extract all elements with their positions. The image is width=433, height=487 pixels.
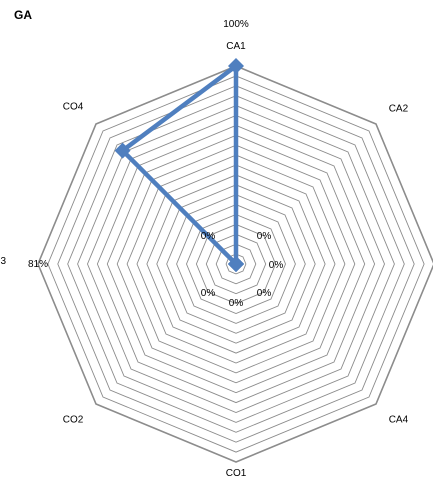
grid-ring xyxy=(116,144,356,384)
axis-label-co4: CO4 xyxy=(63,101,84,112)
axis-label-ca2: CA2 xyxy=(389,103,409,114)
grid-ring xyxy=(195,223,277,305)
grid-ring xyxy=(205,233,267,295)
axis-label-ca1: CA1 xyxy=(226,41,246,52)
data-label: 81% xyxy=(28,259,48,270)
grid-ring xyxy=(166,194,306,334)
grid-ring xyxy=(77,105,395,423)
grid-ring xyxy=(37,65,433,463)
data-label: 0% xyxy=(269,260,284,271)
data-label: 100% xyxy=(223,19,249,30)
grid-ring xyxy=(186,214,286,314)
data-label: 0% xyxy=(201,231,216,242)
grid-ring xyxy=(126,154,346,374)
axis-label-co3: CO3 xyxy=(0,256,6,267)
data-labels: 100% 0% 0% 0% 0% 0% 0% 81% xyxy=(28,19,283,309)
grid-ring xyxy=(146,174,326,354)
grid-ring xyxy=(87,115,385,413)
grid-ring xyxy=(67,95,405,433)
grid-ring xyxy=(225,253,247,275)
grid-ring xyxy=(176,204,296,324)
axis-labels: CA1CA2CO3CA4CO1CO2CO3CO4 xyxy=(0,41,409,479)
axis-label-co1: CO1 xyxy=(226,468,247,479)
grid-ring xyxy=(215,243,257,285)
radar-grid xyxy=(37,65,433,463)
grid-ring xyxy=(156,184,316,344)
data-label: 0% xyxy=(257,231,272,242)
axis-label-co2: CO2 xyxy=(63,415,84,426)
data-label: 0% xyxy=(201,288,216,299)
grid-ring xyxy=(96,124,376,404)
data-label: 0% xyxy=(257,288,272,299)
grid-ring xyxy=(136,164,336,364)
chart-title: GA xyxy=(14,8,32,22)
axis-label-ca4: CA4 xyxy=(389,415,409,426)
data-point xyxy=(228,58,244,74)
grid-ring xyxy=(106,134,366,394)
series-layer xyxy=(114,58,244,272)
data-label: 0% xyxy=(229,298,244,309)
series-line xyxy=(119,61,239,270)
data-point xyxy=(228,256,244,272)
grid-ring xyxy=(57,85,415,443)
data-point xyxy=(114,142,131,159)
grid-ring xyxy=(47,75,425,453)
